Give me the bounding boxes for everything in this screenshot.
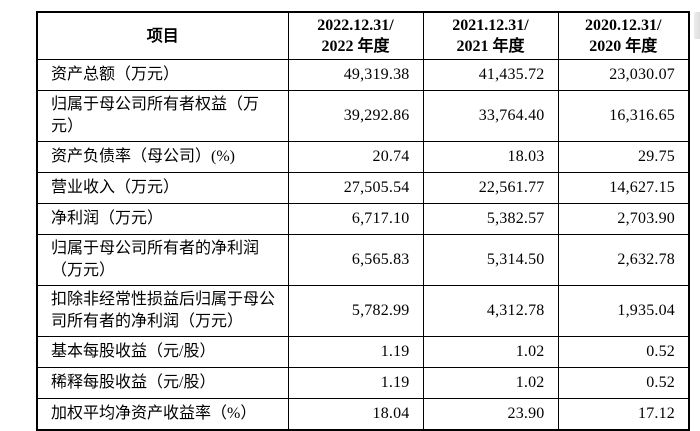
value-2020: 23,030.07 (557, 59, 690, 91)
value-2022: 1.19 (287, 336, 424, 368)
value-2022: 6,717.10 (287, 203, 424, 235)
value-2021: 41,435.72 (422, 59, 559, 91)
value-2022: 6,565.83 (287, 234, 424, 286)
financial-summary-table: 项目 2022.12.31/ 2022 年度 2021.12.31/ 2021 … (36, 11, 690, 431)
value-2021: 5,314.50 (422, 234, 559, 286)
table-row-basic-eps: 基本每股收益（元/股） 1.19 1.02 0.52 (36, 336, 690, 368)
value-2021: 18.03 (422, 141, 559, 173)
value-2020: 29.75 (557, 141, 690, 173)
row-label: 归属于母公司所有者权益（万元） (36, 90, 289, 142)
value-2022: 5,782.99 (287, 285, 424, 337)
header-cell-2020: 2020.12.31/ 2020 年度 (557, 11, 690, 60)
row-label: 加权平均净资产收益率（%） (36, 398, 289, 430)
header-cell-item: 项目 (36, 11, 289, 60)
table-row-deducted-net-profit: 扣除非经常性损益后归属于母公司所有者的净利润（万元） 5,782.99 4,31… (36, 285, 690, 337)
table-row-parent-equity: 归属于母公司所有者权益（万元） 39,292.86 33,764.40 16,3… (36, 90, 690, 142)
table-row-parent-net-profit: 归属于母公司所有者的净利润（万元） 6,565.83 5,314.50 2,63… (36, 234, 690, 286)
value-2022: 1.19 (287, 367, 424, 399)
row-label: 扣除非经常性损益后归属于母公司所有者的净利润（万元） (36, 285, 289, 337)
value-2020: 14,627.15 (557, 172, 690, 204)
value-2020: 0.52 (557, 367, 690, 399)
value-2021: 4,312.78 (422, 285, 559, 337)
window-edge-artifact (694, 12, 700, 39)
value-2021: 1.02 (422, 336, 559, 368)
row-label: 归属于母公司所有者的净利润（万元） (36, 234, 289, 286)
value-2021: 23.90 (422, 398, 559, 430)
table-row-debt-ratio: 资产负债率（母公司）(%) 20.74 18.03 29.75 (36, 141, 690, 173)
header-cell-2021: 2021.12.31/ 2021 年度 (422, 11, 559, 60)
value-2020: 17.12 (557, 398, 690, 430)
table-row-weighted-roe: 加权平均净资产收益率（%） 18.04 23.90 17.12 (36, 398, 690, 430)
table-row-total-assets: 资产总额（万元） 49,319.38 41,435.72 23,030.07 (36, 59, 690, 91)
value-2021: 22,561.77 (422, 172, 559, 204)
row-label: 净利润（万元） (36, 203, 289, 235)
value-2020: 2,632.78 (557, 234, 690, 286)
value-2022: 39,292.86 (287, 90, 424, 142)
value-2021: 5,382.57 (422, 203, 559, 235)
table-row-revenue: 营业收入（万元） 27,505.54 22,561.77 14,627.15 (36, 172, 690, 204)
header-cell-2022: 2022.12.31/ 2022 年度 (287, 11, 424, 60)
value-2021: 33,764.40 (422, 90, 559, 142)
table-row-diluted-eps: 稀释每股收益（元/股） 1.19 1.02 0.52 (36, 367, 690, 399)
value-2020: 16,316.65 (557, 90, 690, 142)
header-row: 项目 2022.12.31/ 2022 年度 2021.12.31/ 2021 … (36, 11, 690, 60)
row-label: 稀释每股收益（元/股） (36, 367, 289, 399)
value-2020: 2,703.90 (557, 203, 690, 235)
value-2022: 27,505.54 (287, 172, 424, 204)
value-2021: 1.02 (422, 367, 559, 399)
row-label: 基本每股收益（元/股） (36, 336, 289, 368)
table-row-net-profit: 净利润（万元） 6,717.10 5,382.57 2,703.90 (36, 203, 690, 235)
row-label: 营业收入（万元） (36, 172, 289, 204)
value-2022: 18.04 (287, 398, 424, 430)
value-2022: 20.74 (287, 141, 424, 173)
value-2020: 1,935.04 (557, 285, 690, 337)
value-2020: 0.52 (557, 336, 690, 368)
row-label: 资产总额（万元） (36, 59, 289, 91)
row-label: 资产负债率（母公司）(%) (36, 141, 289, 173)
value-2022: 49,319.38 (287, 59, 424, 91)
